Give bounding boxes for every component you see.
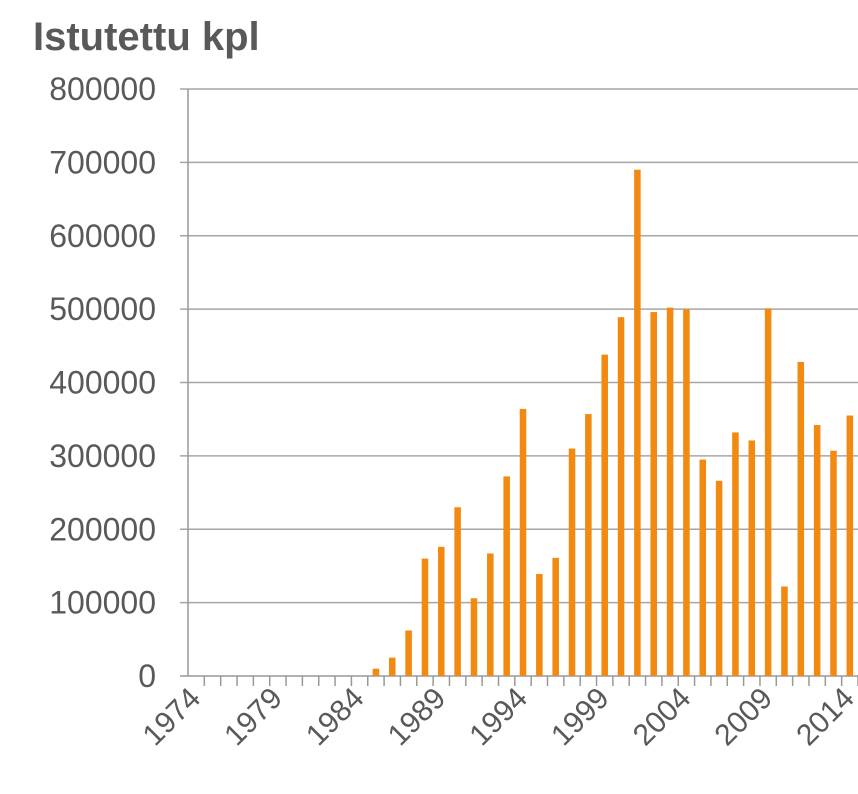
- bar: [732, 432, 739, 676]
- bar: [454, 507, 461, 676]
- bar: [617, 317, 625, 676]
- y-tick-label: 800000: [49, 71, 156, 107]
- chart-title: Istutettu kpl: [33, 15, 260, 59]
- x-tick-label: 1999: [545, 682, 616, 753]
- bar: [470, 598, 478, 676]
- bar: [405, 630, 412, 676]
- bar: [781, 586, 788, 676]
- bar: [715, 480, 723, 676]
- bar: [683, 309, 690, 676]
- bar: [666, 307, 674, 676]
- y-tick-label: 0: [138, 658, 156, 694]
- bar: [764, 308, 772, 676]
- y-tick-label: 200000: [49, 511, 156, 547]
- bar: [830, 450, 837, 676]
- bar: [487, 553, 494, 676]
- y-tick-label: 400000: [49, 365, 156, 401]
- bar: [536, 574, 543, 676]
- x-tick-label: 2004: [627, 682, 698, 753]
- x-tick-label: 1989: [382, 682, 453, 753]
- bar: [634, 169, 641, 676]
- bar: [568, 448, 576, 676]
- x-tick-label: 2014: [790, 682, 858, 753]
- bar: [650, 312, 657, 676]
- bar: [813, 425, 821, 676]
- y-tick-label: 100000: [49, 585, 156, 621]
- bar: [748, 440, 756, 676]
- bar: [389, 657, 396, 676]
- bar: [372, 668, 380, 676]
- bar: [601, 354, 608, 676]
- bar: [552, 557, 559, 676]
- y-tick-label: 300000: [49, 438, 156, 474]
- bar: [421, 558, 429, 676]
- bar: [699, 459, 707, 676]
- y-tick-label: 600000: [49, 218, 156, 254]
- bar: [846, 415, 854, 676]
- x-tick-label: 1994: [463, 682, 534, 753]
- bar: [519, 408, 527, 676]
- x-tick-label: 1984: [300, 682, 371, 753]
- bar: [797, 361, 805, 676]
- y-tick-label: 700000: [49, 144, 156, 180]
- bar: [438, 546, 445, 676]
- bar: [585, 414, 592, 676]
- x-tick-label: 1979: [218, 682, 289, 753]
- bar: [503, 476, 510, 676]
- y-tick-label: 500000: [49, 291, 156, 327]
- x-tick-label: 2009: [709, 682, 780, 753]
